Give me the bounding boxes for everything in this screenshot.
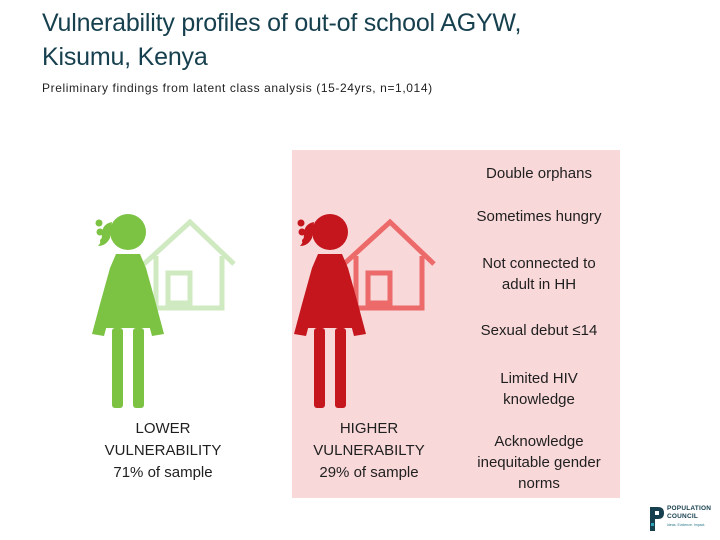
logo-name-line-2: COUNCIL [667,513,699,520]
trait-text: knowledge [503,391,575,408]
trait-text: norms [518,475,560,492]
title-line-2: Kisumu, Kenya [42,43,208,71]
trait-sometimes-hungry: Sometimes hungry [458,206,620,227]
page-subtitle: Preliminary findings from latent class a… [42,81,433,95]
page-title: Vulnerability profiles of out-of school … [42,6,692,74]
trait-text: Double orphans [486,165,592,182]
logo-name-line-1: POPULATION [667,505,712,512]
trait-text: Not connected to [482,255,596,272]
higher-girl-icon [294,214,366,408]
trait-text: Sexual debut ≤14 [480,322,598,339]
trait-text: inequitable gender [477,454,601,471]
higher-label-line-2: VULNERABILTY [313,442,425,459]
trait-text: Sometimes hungry [476,208,602,225]
higher-vulnerability-label: HIGHER VULNERABILTY 29% of sample [284,418,454,484]
higher-label-line-1: HIGHER [339,420,399,437]
lower-house-icon [142,218,236,311]
lower-label-line-3: 71% of sample [113,464,213,481]
trait-text: adult in HH [501,276,577,293]
higher-label-line-3: 29% of sample [319,464,419,481]
lower-label-line-2: VULNERABILITY [104,442,222,459]
trait-limited-hiv-knowledge: Limited HIV knowledge [458,368,620,410]
trait-double-orphans: Double orphans [458,163,620,184]
logo-name: POPULATION COUNCIL [667,505,711,521]
title-line-1: Vulnerability profiles of out-of school … [42,9,522,37]
lower-label-line-1: LOWER [135,420,191,437]
trait-text: Limited HIV [500,370,578,387]
lower-girl-icon [92,214,164,408]
trait-text: Acknowledge [494,433,584,450]
lower-vulnerability-label: LOWER VULNERABILITY 71% of sample [78,418,248,484]
trait-inequitable-gender-norms: Acknowledge inequitable gender norms [458,431,620,494]
logo-tagline: Ideas. Evidence. Impact. [667,523,706,527]
trait-not-connected: Not connected to adult in HH [458,253,620,295]
trait-sexual-debut: Sexual debut ≤14 [458,320,620,341]
higher-house-icon [342,218,436,311]
population-council-logo [650,507,664,531]
